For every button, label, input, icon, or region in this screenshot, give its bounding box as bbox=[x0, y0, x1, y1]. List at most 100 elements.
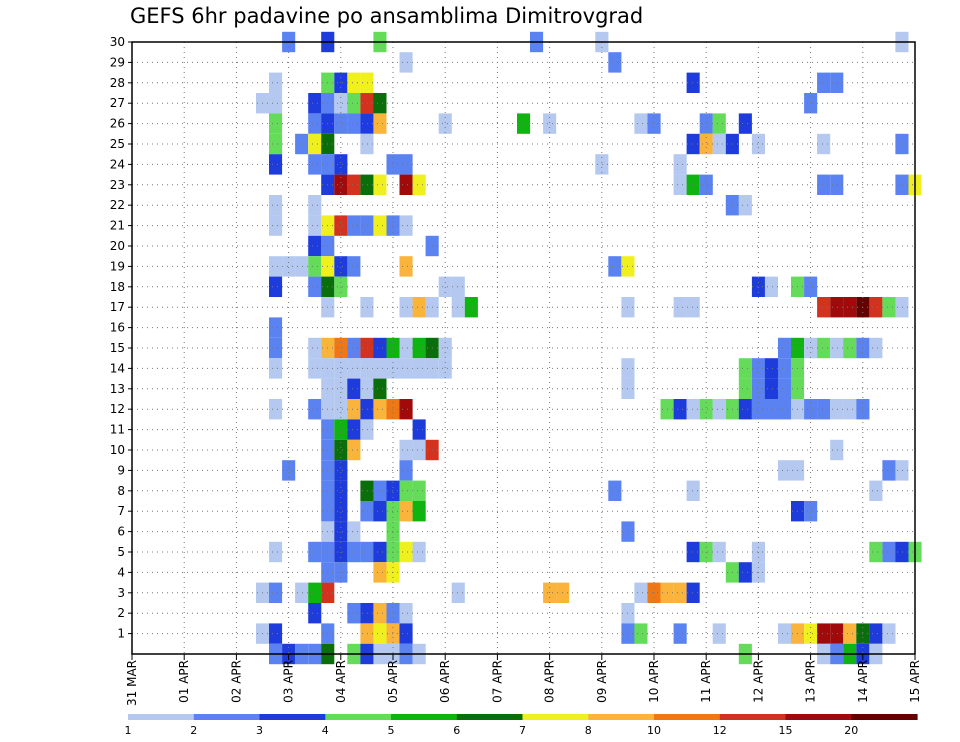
heatmap-cell bbox=[334, 399, 348, 420]
colorbar-swatch bbox=[851, 714, 918, 720]
heatmap-cell bbox=[386, 521, 400, 542]
heatmap-cell bbox=[360, 541, 374, 563]
colorbar-swatch bbox=[325, 714, 392, 720]
y-tick-label: 11 bbox=[110, 423, 125, 437]
heatmap-cell bbox=[686, 174, 700, 195]
heatmap-cell bbox=[686, 582, 700, 603]
x-tick-label: 12 APR bbox=[751, 660, 765, 703]
x-tick-label: 04 APR bbox=[334, 660, 348, 703]
colorbar-swatch bbox=[128, 714, 195, 720]
y-tick-label: 9 bbox=[117, 463, 125, 477]
heatmap-cell bbox=[412, 541, 426, 563]
colorbar-label: 2 bbox=[190, 724, 197, 737]
x-tick-label: 14 APR bbox=[856, 660, 870, 703]
heatmap-cell bbox=[412, 439, 426, 461]
colorbar-label: 1 bbox=[125, 724, 132, 737]
heatmap-cell bbox=[334, 521, 348, 542]
y-tick-label: 21 bbox=[110, 219, 125, 233]
x-tick-label: 31 MAR bbox=[125, 660, 139, 706]
heatmap-cell bbox=[412, 297, 426, 318]
heatmap-cell bbox=[412, 501, 426, 522]
heatmap-cell bbox=[360, 399, 374, 420]
heatmap-cell bbox=[373, 603, 387, 624]
heatmap-cell bbox=[334, 256, 348, 277]
heatmap-cell bbox=[738, 399, 752, 420]
heatmap-cell bbox=[308, 113, 322, 134]
y-tick-label: 13 bbox=[110, 382, 125, 396]
heatmap-cell bbox=[360, 480, 374, 501]
y-tick-label: 10 bbox=[110, 443, 125, 457]
heatmap-cell bbox=[386, 154, 400, 175]
x-tick-label: 07 APR bbox=[490, 660, 504, 703]
y-tick-label: 19 bbox=[110, 259, 125, 273]
heatmap-cell bbox=[712, 541, 726, 563]
heatmap-cell bbox=[438, 358, 452, 379]
y-tick-label: 16 bbox=[110, 321, 125, 335]
heatmap-cell bbox=[269, 317, 283, 338]
heatmap-cell bbox=[399, 174, 413, 195]
heatmap-cell bbox=[804, 623, 818, 644]
heatmap-cell bbox=[869, 337, 883, 359]
heatmap-cell bbox=[595, 154, 609, 175]
heatmap-cell bbox=[282, 256, 296, 277]
grid-lines bbox=[132, 41, 915, 654]
heatmap-cell bbox=[373, 501, 387, 522]
heatmap-cell bbox=[778, 378, 792, 399]
heatmap-cell bbox=[269, 72, 283, 93]
heatmap-cell bbox=[334, 215, 348, 236]
heatmap-cell bbox=[817, 297, 831, 318]
heatmap-cell bbox=[360, 174, 374, 195]
heatmap-cell bbox=[686, 72, 700, 93]
heatmap-cell bbox=[830, 439, 844, 461]
heatmap-cell bbox=[895, 174, 909, 195]
heatmap-cell bbox=[451, 582, 465, 603]
heatmap-cell bbox=[360, 337, 374, 359]
heatmap-cell bbox=[386, 358, 400, 379]
heatmap-cell bbox=[517, 113, 531, 134]
heatmap-cell bbox=[373, 480, 387, 501]
x-tick-label: 11 APR bbox=[699, 660, 713, 703]
heatmap-cell bbox=[334, 154, 348, 175]
heatmap-cell bbox=[438, 113, 452, 134]
heatmap-cell bbox=[751, 399, 765, 420]
y-tick-label: 28 bbox=[110, 76, 125, 90]
heatmap-cell bbox=[347, 521, 361, 542]
colorbar-swatch bbox=[588, 714, 655, 720]
heatmap-cell bbox=[764, 399, 778, 420]
colorbar-label: 20 bbox=[844, 724, 858, 737]
heatmap-cell bbox=[686, 297, 700, 318]
heatmap-cell bbox=[347, 72, 361, 93]
heatmap-cell bbox=[817, 623, 831, 644]
y-tick-label: 7 bbox=[117, 504, 125, 518]
heatmap-cell bbox=[399, 439, 413, 461]
heatmap-cell bbox=[464, 297, 478, 318]
heatmap-cell bbox=[373, 93, 387, 114]
heatmap-cell bbox=[308, 358, 322, 379]
heatmap-cell bbox=[830, 174, 844, 195]
heatmap-cell bbox=[778, 337, 792, 359]
colorbar-swatch bbox=[719, 714, 787, 720]
y-axis-ticks: 1234567891011121314151617181920212223242… bbox=[110, 35, 132, 641]
heatmap-cell bbox=[308, 133, 322, 155]
heatmap-cell bbox=[360, 603, 374, 624]
colorbar-swatch bbox=[785, 714, 852, 720]
heatmap-cell bbox=[308, 93, 322, 114]
heatmap-cell bbox=[673, 582, 687, 603]
heatmap-cell bbox=[686, 541, 700, 563]
heatmap-cell bbox=[804, 93, 818, 114]
y-tick-label: 24 bbox=[110, 157, 125, 171]
heatmap-cell bbox=[399, 501, 413, 522]
heatmap-cell bbox=[699, 399, 713, 420]
x-tick-label: 03 APR bbox=[282, 660, 296, 703]
heatmap-cell bbox=[360, 133, 374, 155]
heatmap-cell bbox=[804, 276, 818, 297]
heatmap-cell bbox=[308, 235, 322, 257]
heatmap-cell bbox=[269, 113, 283, 134]
heatmap-cell bbox=[882, 541, 896, 563]
heatmap-cell bbox=[608, 480, 622, 501]
y-tick-label: 2 bbox=[117, 606, 125, 620]
heatmap-cell bbox=[360, 297, 374, 318]
heatmap-cell bbox=[843, 623, 857, 644]
heatmap-cell bbox=[399, 623, 413, 644]
heatmap-cell bbox=[817, 337, 831, 359]
